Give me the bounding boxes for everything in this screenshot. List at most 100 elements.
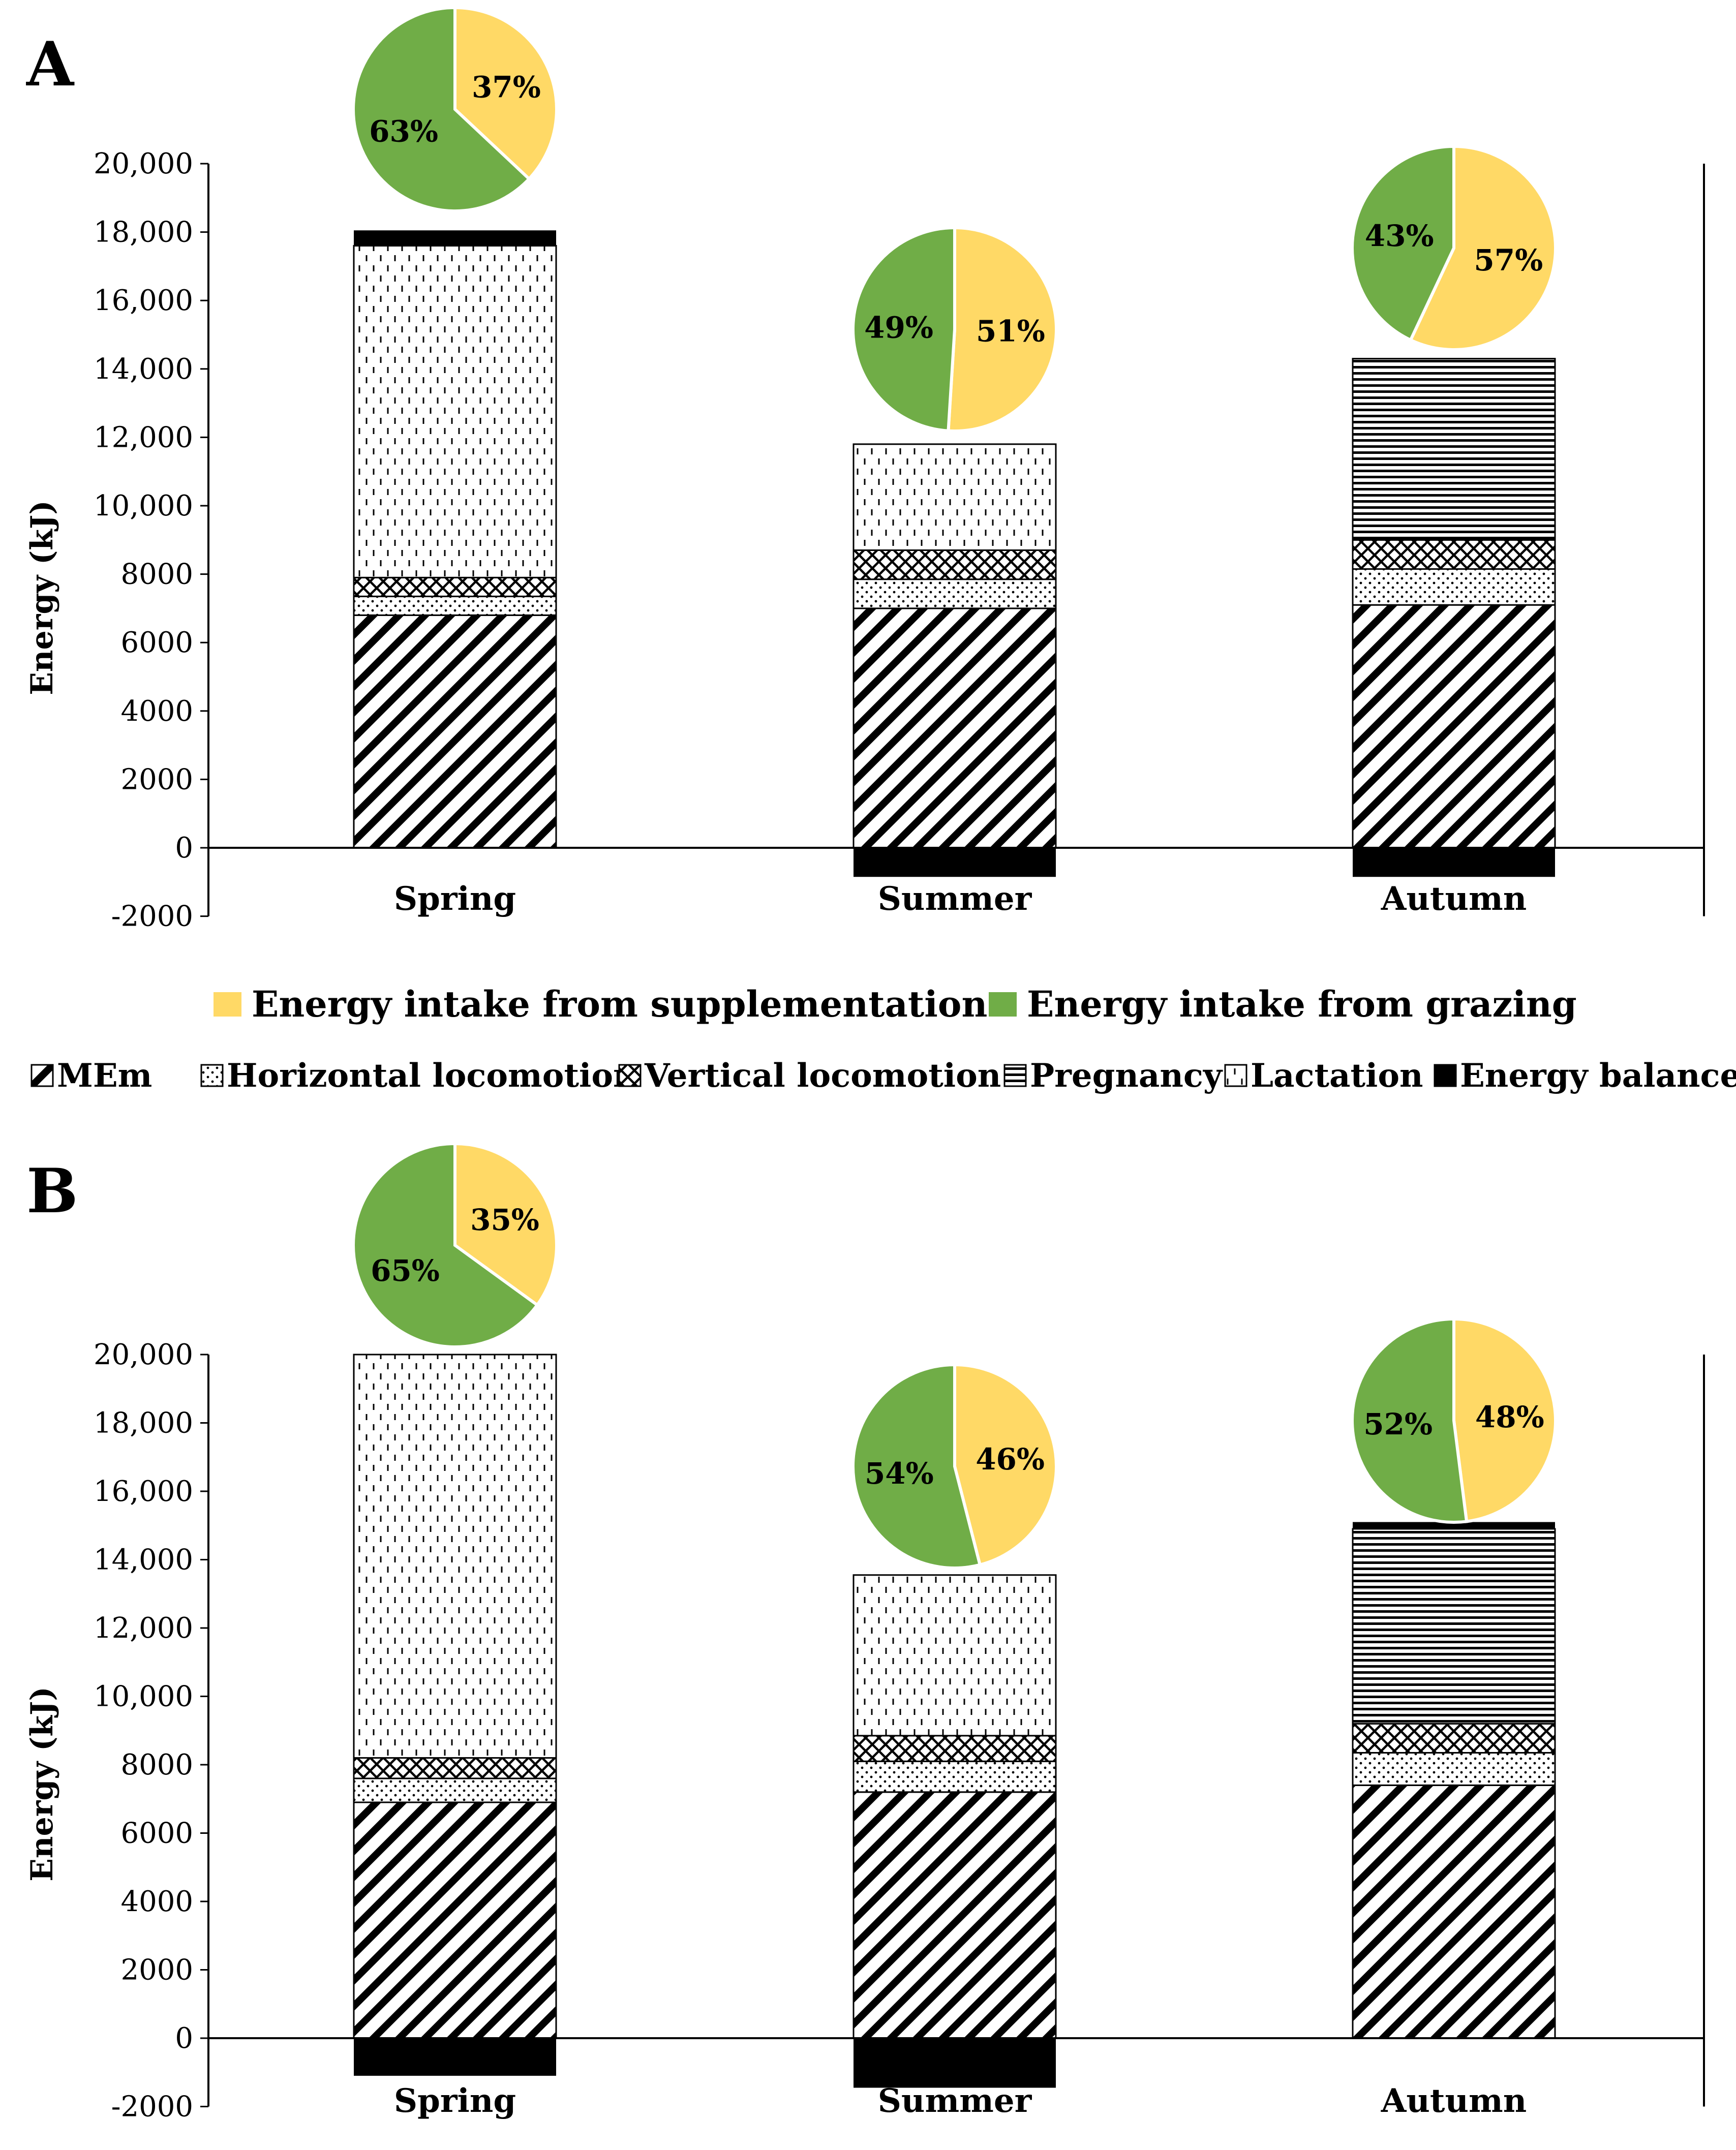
- bar-b-summer-vertical: [852, 1735, 1057, 1762]
- y-tick-label-a: 6000: [120, 626, 193, 659]
- pie-b-summer-grazing: [851, 1363, 982, 1570]
- bar-a-autumn-balance: [1353, 848, 1555, 877]
- y-tick-label-a: 16,000: [94, 284, 193, 317]
- y-tick-label-a: 12,000: [94, 421, 193, 454]
- pie-b-spring-grazing: [352, 1142, 539, 1348]
- y-tick-label-a: 4000: [120, 695, 193, 728]
- bar-a-summer-balance: [854, 848, 1056, 877]
- y-tick-label-a: 0: [175, 832, 193, 865]
- category-label-b-summer: Summer: [878, 2082, 1032, 2120]
- pie-label-b-summer-grazing: 54%: [865, 1456, 934, 1491]
- legend-swatch-grazing: [989, 992, 1017, 1017]
- bar-b-autumn-pregnancy: [1352, 1528, 1556, 1725]
- legend-label-mem: MEm: [57, 1057, 152, 1095]
- pie-b-spring-supplementation: [453, 1142, 558, 1307]
- pie-label-a-autumn-supplementation: 57%: [1474, 243, 1543, 278]
- legend-label-lactation: Lactation: [1251, 1057, 1423, 1095]
- pie-a-summer-supplementation: [947, 226, 1058, 433]
- bar-a-spring-mem: [353, 614, 557, 849]
- pie-label-b-summer-supplementation: 46%: [976, 1442, 1045, 1477]
- bar-a-spring-balance: [354, 230, 556, 246]
- y-tick-label-b: 18,000: [94, 1407, 193, 1440]
- pie-label-a-summer-supplementation: 51%: [976, 314, 1045, 348]
- panel-label-a: A: [26, 28, 75, 100]
- pie-a-autumn-grazing: [1351, 144, 1455, 342]
- y-tick-label-b: 6000: [120, 1817, 193, 1850]
- y-tick-label-b: 16,000: [94, 1475, 193, 1508]
- y-tick-label-b: 4000: [120, 1885, 193, 1918]
- legend-label-balance: Energy balance: [1460, 1057, 1736, 1095]
- legend-swatch-vertical: [618, 1064, 642, 1087]
- bar-a-summer-horizontal: [852, 578, 1057, 609]
- legend-swatch-supplementation: [214, 992, 241, 1017]
- pie-label-b-autumn-grazing: 52%: [1363, 1407, 1433, 1441]
- legend-swatch-mem: [31, 1064, 54, 1087]
- y-tick-label-b: 8000: [120, 1748, 193, 1782]
- category-label-a-spring: Spring: [394, 880, 516, 918]
- legend-label-supplementation: Energy intake from supplementation: [252, 983, 987, 1025]
- pie-a-spring-grazing: [351, 6, 532, 212]
- legend-swatch-balance: [1434, 1064, 1457, 1087]
- y-tick-label-b: 20,000: [94, 1338, 193, 1371]
- legend-components: MEm Horizontal locomotion Vertical locom…: [31, 1057, 1736, 1095]
- legend-swatch-pregnancy: [1003, 1064, 1027, 1087]
- y-tick-label-a: 2000: [120, 763, 193, 796]
- bar-b-summer-lactation: [852, 1574, 1057, 1737]
- pie-label-b-autumn-supplementation: 48%: [1475, 1400, 1544, 1434]
- pie-a-spring-supplementation: [453, 6, 558, 181]
- category-label-b-autumn: Autumn: [1381, 2082, 1527, 2120]
- category-label-a-summer: Summer: [878, 880, 1032, 918]
- category-label-a-autumn: Autumn: [1381, 880, 1527, 918]
- bar-b-spring-lactation: [353, 1354, 557, 1759]
- bar-a-spring-horizontal: [353, 595, 557, 616]
- legend-swatch-horizontal: [200, 1064, 224, 1087]
- bar-a-autumn-horizontal: [1352, 568, 1556, 606]
- panel-label-b: B: [26, 1155, 78, 1227]
- pie-b-autumn-supplementation: [1452, 1317, 1557, 1523]
- y-tick-label-a: 20,000: [94, 147, 193, 180]
- bar-b-autumn-horizontal: [1352, 1752, 1556, 1786]
- bar-b-autumn-balance: [1353, 1522, 1555, 1529]
- bar-a-summer-mem: [852, 607, 1057, 849]
- y-tick-label-a: -2000: [111, 900, 193, 933]
- category-label-b-spring: Spring: [394, 2082, 516, 2120]
- bar-b-autumn-vertical: [1352, 1723, 1556, 1754]
- legend-label-pregnancy: Pregnancy: [1030, 1057, 1223, 1095]
- pie-a-summer-grazing: [851, 226, 956, 433]
- bar-a-autumn-vertical: [1352, 539, 1556, 570]
- pie-label-a-spring-grazing: 63%: [369, 114, 438, 149]
- bar-b-summer-mem: [852, 1791, 1057, 2039]
- pie-b-summer-supplementation: [953, 1363, 1058, 1567]
- legend-intake: Energy intake from supplementation Energ…: [214, 983, 1577, 1025]
- pie-label-a-summer-grazing: 49%: [864, 311, 933, 345]
- y-tick-label-a: 18,000: [94, 216, 193, 249]
- chart-b: -2000 0 2000 4000 6000 8000 10,000 12,000 14,000…: [24, 1142, 1705, 2124]
- pie-b-autumn-grazing: [1350, 1317, 1469, 1524]
- chart-a: -2000 0 2000 4000 6000 8000 10,000 12,000 14,000…: [24, 6, 1705, 933]
- pie-label-a-spring-supplementation: 37%: [472, 70, 541, 104]
- y-tick-label-b: 14,000: [94, 1544, 193, 1577]
- bar-a-summer-vertical: [852, 549, 1057, 580]
- bar-b-summer-horizontal: [852, 1760, 1057, 1793]
- bar-b-spring-mem: [353, 1801, 557, 2039]
- y-tick-label-b: 2000: [120, 1954, 193, 1987]
- bar-a-autumn-mem: [1352, 604, 1556, 849]
- legend-label-grazing: Energy intake from grazing: [1027, 983, 1577, 1025]
- legend-label-vertical: Vertical locomotion: [644, 1057, 1001, 1095]
- y-tick-label-b: 0: [175, 2022, 193, 2055]
- pie-label-b-spring-grazing: 65%: [371, 1253, 440, 1288]
- y-tick-label-a: 10,000: [94, 489, 193, 523]
- pie-label-a-autumn-grazing: 43%: [1365, 219, 1434, 253]
- y-axis-label-a: Energy (kJ): [24, 500, 60, 695]
- y-tick-label-a: 14,000: [94, 353, 193, 386]
- bar-b-autumn-mem: [1352, 1784, 1556, 2039]
- y-axis-label-b: Energy (kJ): [24, 1686, 60, 1882]
- pie-a-autumn-supplementation: [1408, 144, 1557, 351]
- bar-b-summer-balance: [854, 2038, 1056, 2088]
- bar-a-summer-lactation: [852, 443, 1057, 551]
- y-tick-label-b: 10,000: [94, 1680, 193, 1713]
- pie-label-b-spring-supplementation: 35%: [470, 1203, 539, 1237]
- bar-a-autumn-pregnancy: [1352, 358, 1556, 541]
- legend-label-horizontal: Horizontal locomotion: [227, 1057, 637, 1095]
